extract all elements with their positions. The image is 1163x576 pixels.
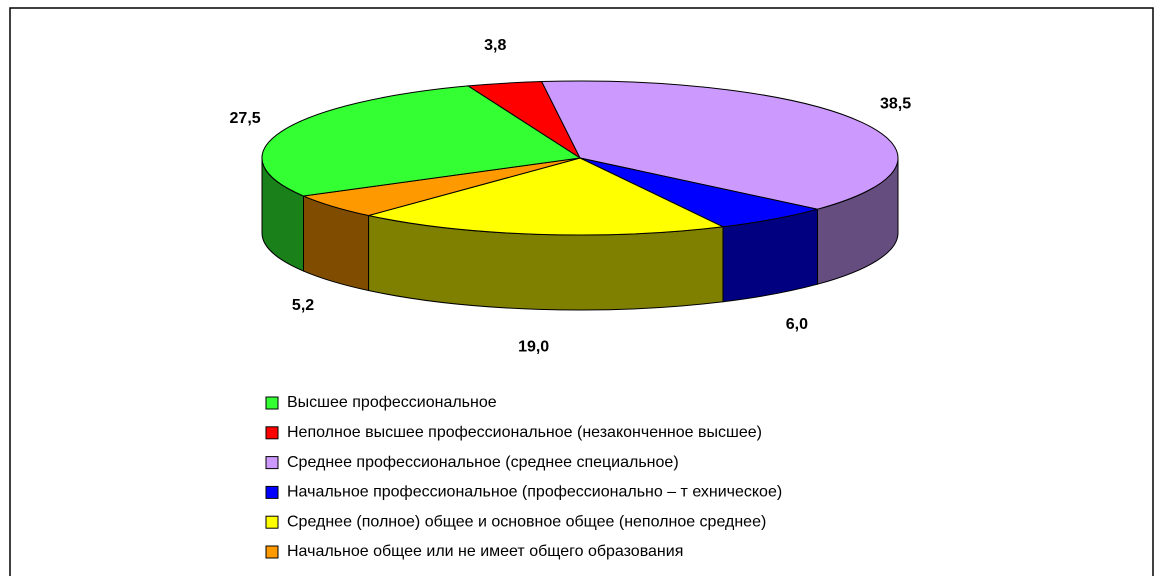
- legend-swatch: [265, 426, 279, 440]
- slice: [368, 157, 725, 236]
- slice: [540, 80, 899, 210]
- slice: [579, 157, 818, 228]
- legend-swatch: [265, 485, 279, 499]
- chart-frame: [9, 7, 1154, 576]
- value-label: 3,8: [484, 37, 506, 54]
- legend-label: Начальное общее или не имеет общего обра…: [287, 543, 683, 560]
- legend-label: Начальное профессиональное (профессионал…: [287, 484, 782, 501]
- slice: [261, 85, 582, 197]
- value-label: 27,5: [230, 110, 261, 127]
- legend-swatch: [265, 456, 279, 470]
- legend-swatch: [265, 396, 279, 410]
- legend-swatch: [265, 515, 279, 529]
- legend-label: Неполное высшее профессиональное (незако…: [287, 424, 762, 441]
- legend-label: Высшее профессиональное: [287, 394, 497, 411]
- value-label: 19,0: [518, 339, 549, 356]
- value-label: 5,2: [292, 297, 314, 314]
- legend-swatch: [265, 545, 279, 559]
- legend-label: Среднее (полное) общее и основное общее …: [287, 513, 766, 530]
- value-label: 6,0: [786, 316, 808, 333]
- legend-label: Среднее профессиональное (среднее специа…: [287, 454, 679, 471]
- value-label: 38,5: [880, 96, 911, 113]
